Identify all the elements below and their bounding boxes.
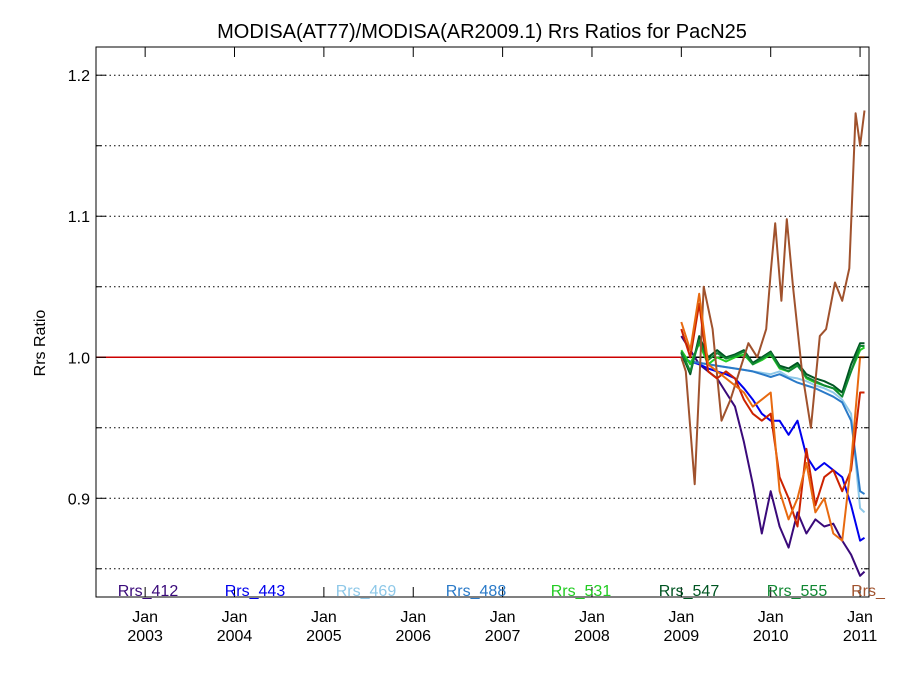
legend-entry: Rrs_531	[551, 583, 612, 600]
x-tick-label-year: 2003	[127, 628, 163, 645]
series-lines	[680, 110, 866, 577]
x-tick-label-year: 2008	[574, 628, 610, 645]
x-tick-label-month: Jan	[490, 609, 516, 626]
series-line-rrs-443	[680, 356, 866, 542]
legend-entry: Rrs_443	[225, 583, 286, 600]
legend-entry: Rrs_469	[336, 583, 397, 600]
y-tick-label: 1.0	[68, 350, 90, 367]
legend-entry: Rrs_	[851, 583, 886, 600]
y-tick-label: 1.2	[68, 68, 90, 85]
x-tick-label-month: Jan	[668, 609, 694, 626]
legend-entry: Rrs_555	[767, 583, 828, 600]
y-tick-label: 0.9	[68, 491, 90, 508]
x-tick-label-month: Jan	[222, 609, 248, 626]
x-tick-label-month: Jan	[132, 609, 158, 626]
x-tick-label-month: Jan	[311, 609, 337, 626]
x-tick-label-year: 2009	[664, 628, 700, 645]
legend: Rrs_412 Rrs_443 Rrs_469 Rrs_488 Rrs_531 Rrs_5…	[118, 583, 886, 600]
series-line-rrs-488	[681, 359, 866, 495]
x-tick-label-month: Jan	[847, 609, 873, 626]
y-tick-label: 1.1	[68, 209, 90, 226]
x-tick-label-year: 2004	[217, 628, 253, 645]
chart-title: MODISA(AT77)/MODISA(AR2009.1) Rrs Ratios…	[217, 21, 747, 43]
legend-entry: Rrs_488	[446, 583, 507, 600]
y-axis-label: Rrs Ratio	[32, 310, 49, 377]
legend-entry: Rrs_547	[659, 583, 720, 600]
x-tick-label-month: Jan	[400, 609, 426, 626]
series-line-rrs-678	[680, 292, 865, 542]
legend-entry: Rrs_412	[118, 583, 179, 600]
x-tick-label-year: 2006	[395, 628, 431, 645]
series-line-rrs-555	[680, 339, 865, 398]
x-tick-label-year: 2007	[485, 628, 521, 645]
x-tick-label-year: 2010	[753, 628, 789, 645]
axis-ticks: 0.9 1.0 1.1 1.2 Jan 2003 Jan 2004 Jan 2005 Jan 2006…	[68, 47, 878, 645]
x-tick-label-year: 2011	[843, 628, 878, 645]
x-tick-label-month: Jan	[579, 609, 605, 626]
plot-frame	[95, 46, 870, 598]
x-tick-label-year: 2005	[306, 628, 342, 645]
x-tick-label-month: Jan	[758, 609, 784, 626]
series-line-rrs-	[680, 110, 866, 486]
